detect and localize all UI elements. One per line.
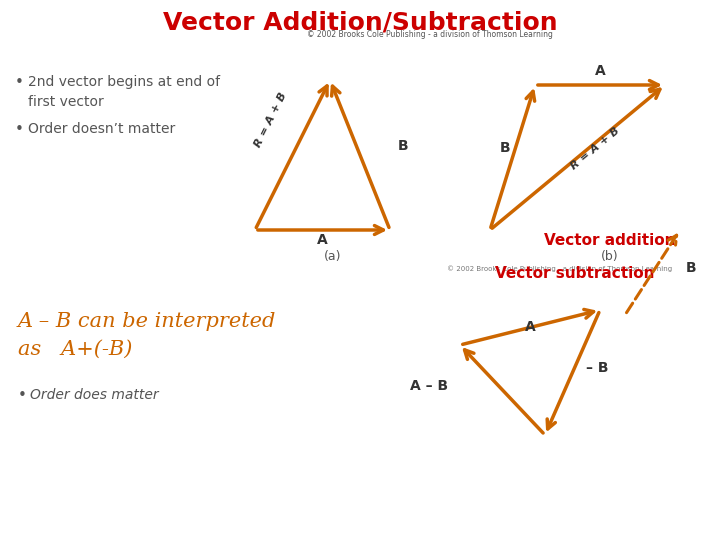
Text: © 2002 Brooks Cole Publishing - a division of Thomson Learning: © 2002 Brooks Cole Publishing - a divisi… xyxy=(307,30,553,39)
Text: Vector subtraction: Vector subtraction xyxy=(495,266,654,281)
Text: A: A xyxy=(317,233,328,247)
Text: (b): (b) xyxy=(601,250,618,263)
Text: as   A+(-B): as A+(-B) xyxy=(18,340,132,359)
Text: A: A xyxy=(525,320,536,334)
Text: •: • xyxy=(15,122,24,137)
Text: Vector Addition/Subtraction: Vector Addition/Subtraction xyxy=(163,10,557,34)
Text: (a): (a) xyxy=(324,250,341,263)
Text: Vector addition: Vector addition xyxy=(544,233,676,248)
Text: •: • xyxy=(15,75,24,90)
Text: B: B xyxy=(398,139,409,153)
Text: Order does matter: Order does matter xyxy=(30,388,158,402)
Text: – B: – B xyxy=(587,361,609,375)
Text: A – B can be interpreted: A – B can be interpreted xyxy=(18,312,276,331)
Text: Order doesn’t matter: Order doesn’t matter xyxy=(28,122,175,136)
Text: B: B xyxy=(500,141,510,156)
Text: B: B xyxy=(686,261,697,275)
Text: A – B: A – B xyxy=(410,379,448,393)
Text: •: • xyxy=(18,388,27,403)
Text: 2nd vector begins at end of
first vector: 2nd vector begins at end of first vector xyxy=(28,75,220,109)
Text: A: A xyxy=(595,64,606,78)
Text: © 2002 Brooks Cole Publishing - a division of Thomson Learning: © 2002 Brooks Cole Publishing - a divisi… xyxy=(447,265,672,272)
Text: R = A + B: R = A + B xyxy=(253,91,289,149)
Text: R = A + B: R = A + B xyxy=(570,125,622,172)
